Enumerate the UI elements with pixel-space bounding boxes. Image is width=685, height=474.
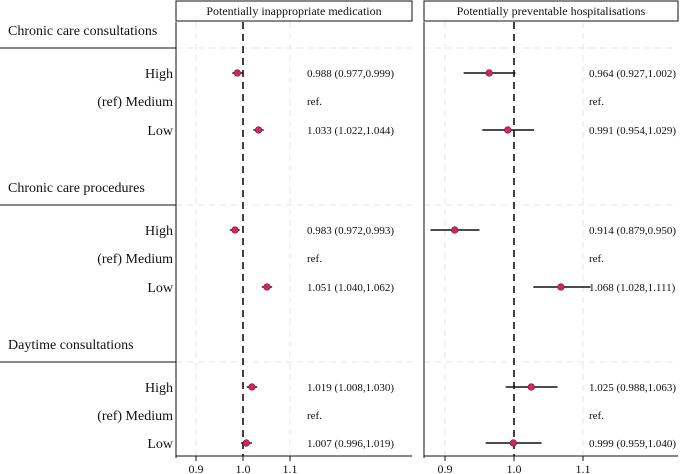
x-tick-label: 1.0 bbox=[507, 462, 522, 474]
estimate-text: 1.007 (0.996,1.019) bbox=[307, 438, 394, 450]
point-estimate bbox=[242, 439, 250, 447]
point-estimate bbox=[485, 69, 493, 77]
point-estimate bbox=[233, 69, 241, 77]
point-estimate bbox=[248, 383, 256, 391]
group-label: Daytime consultations bbox=[8, 338, 134, 353]
point-estimate bbox=[231, 226, 239, 234]
x-tick-label: 1.1 bbox=[283, 462, 298, 474]
row-label: High bbox=[145, 224, 173, 239]
point-estimate bbox=[509, 439, 517, 447]
group-label: Chronic care consultations bbox=[8, 24, 157, 39]
x-tick-label: 1.0 bbox=[236, 462, 251, 474]
estimate-text: 0.914 (0.879,0.950) bbox=[589, 225, 676, 237]
point-estimate bbox=[451, 226, 459, 234]
panel-title-box bbox=[175, 0, 413, 22]
estimate-text: ref. bbox=[589, 253, 604, 265]
row-label: (ref) Medium bbox=[97, 409, 173, 424]
x-tick-label: 1.1 bbox=[576, 462, 591, 474]
estimate-text: ref. bbox=[307, 253, 322, 265]
estimate-text: ref. bbox=[307, 96, 322, 108]
panel-title-box bbox=[423, 0, 679, 22]
estimate-text: 0.991 (0.954,1.029) bbox=[589, 125, 676, 137]
estimate-text: 0.964 (0.927,1.002) bbox=[589, 68, 676, 80]
point-estimate bbox=[557, 283, 565, 291]
row-label: Low bbox=[147, 124, 174, 139]
estimate-text: 1.068 (1.028,1.111) bbox=[589, 282, 676, 294]
point-estimate bbox=[263, 283, 271, 291]
row-label: Low bbox=[147, 437, 174, 452]
row-label: Low bbox=[147, 281, 174, 296]
row-label: (ref) Medium bbox=[97, 252, 173, 267]
row-label: High bbox=[145, 67, 173, 82]
estimate-text: 0.999 (0.959,1.040) bbox=[589, 438, 676, 450]
row-label: High bbox=[145, 381, 173, 396]
estimate-text: 1.051 (1.040,1.062) bbox=[307, 282, 394, 294]
estimate-text: 0.983 (0.972,0.993) bbox=[307, 225, 394, 237]
estimate-text: ref. bbox=[589, 410, 604, 422]
row-label: (ref) Medium bbox=[97, 95, 173, 110]
estimate-text: 1.025 (0.988,1.063) bbox=[589, 382, 676, 394]
panel-title: Potentially inappropriate medication bbox=[206, 4, 381, 18]
panel-title: Potentially preventable hospitalisations bbox=[457, 4, 646, 18]
estimate-text: 1.019 (1.008,1.030) bbox=[307, 382, 394, 394]
x-tick-label: 0.9 bbox=[189, 462, 204, 474]
estimate-text: 0.988 (0.977,0.999) bbox=[307, 68, 394, 80]
estimate-text: 1.033 (1.022,1.044) bbox=[307, 125, 394, 137]
estimate-text: ref. bbox=[307, 410, 322, 422]
point-estimate bbox=[504, 126, 512, 134]
point-estimate bbox=[527, 383, 535, 391]
point-estimate bbox=[254, 126, 263, 134]
group-label: Chronic care procedures bbox=[8, 181, 145, 196]
estimate-text: ref. bbox=[589, 96, 604, 108]
x-tick-label: 0.9 bbox=[438, 462, 453, 474]
